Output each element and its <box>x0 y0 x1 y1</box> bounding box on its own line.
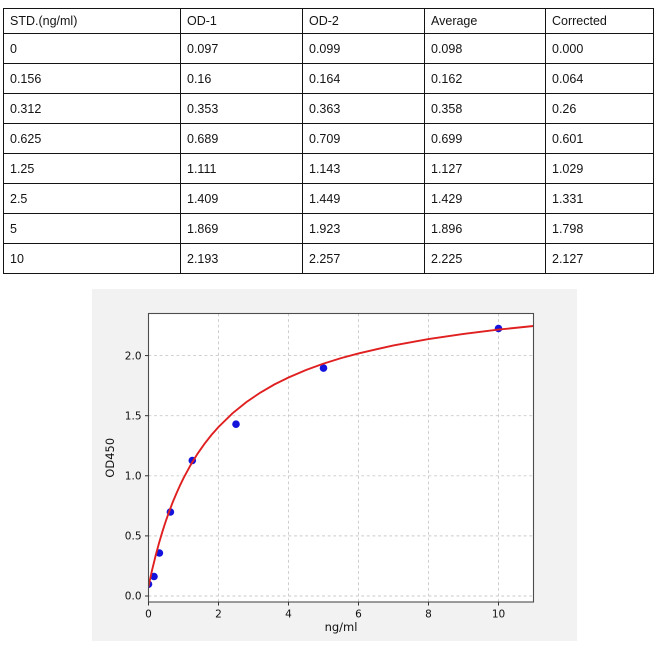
y-tick-label: 1.5 <box>125 410 142 422</box>
col-header-od1: OD-1 <box>180 8 303 34</box>
y-tick-label: 0.0 <box>125 591 142 603</box>
table-row: 2.5 1.409 1.449 1.429 1.331 <box>3 183 654 214</box>
table-cell: 0.625 <box>3 123 181 154</box>
table-cell: 1.25 <box>3 153 181 184</box>
y-tick-label: 2.0 <box>125 350 142 362</box>
y-axis-label: OD450 <box>103 438 117 478</box>
table-cell: 5 <box>3 213 181 244</box>
table-cell: 0.699 <box>424 123 546 154</box>
table-cell: 1.798 <box>545 213 654 244</box>
col-header-average: Average <box>424 8 546 34</box>
table-row: 0.625 0.689 0.709 0.699 0.601 <box>3 123 654 154</box>
table-cell: 1.923 <box>302 213 425 244</box>
standard-curve-chart: 0 2 4 6 8 10 0.0 0.5 1.0 1.5 2.0 ng/ml OD450 <box>103 312 535 634</box>
table-cell: 0.601 <box>545 123 654 154</box>
table-row: 1.25 1.111 1.143 1.127 1.029 <box>3 153 654 184</box>
table-cell: 0.353 <box>180 93 303 124</box>
table-row: 10 2.193 2.257 2.225 2.127 <box>3 243 654 274</box>
table-cell: 2.127 <box>545 243 654 274</box>
fit-curve-line <box>148 325 534 588</box>
y-tick-label: 0.5 <box>125 531 142 543</box>
x-tick-label: 10 <box>492 609 505 621</box>
table-cell: 0.16 <box>180 63 303 94</box>
table-cell: 2.225 <box>424 243 546 274</box>
table-cell: 1.869 <box>180 213 303 244</box>
table-cell: 0.000 <box>545 33 654 64</box>
x-tick-label: 4 <box>285 609 292 621</box>
table-cell: 1.429 <box>424 183 546 214</box>
table-cell: 1.029 <box>545 153 654 184</box>
table-cell: 0.358 <box>424 93 546 124</box>
table-cell: 1.449 <box>302 183 425 214</box>
table-cell: 1.331 <box>545 183 654 214</box>
table-row: 0.156 0.16 0.164 0.162 0.064 <box>3 63 654 94</box>
table-cell: 0.164 <box>302 63 425 94</box>
table-row: 0 0.097 0.099 0.098 0.000 <box>3 33 654 64</box>
table-cell: 0.709 <box>302 123 425 154</box>
table-cell: 1.111 <box>180 153 303 184</box>
table-cell: 0.312 <box>3 93 181 124</box>
table-cell: 1.409 <box>180 183 303 214</box>
table-cell: 0.26 <box>545 93 654 124</box>
table-cell: 0.156 <box>3 63 181 94</box>
table-cell: 10 <box>3 243 181 274</box>
table-cell: 1.127 <box>424 153 546 184</box>
plot-border <box>147 312 535 603</box>
data-point-marker <box>150 572 158 581</box>
data-point-marker <box>232 420 240 428</box>
plot-area <box>148 313 534 602</box>
table-cell: 0 <box>3 33 181 64</box>
table-cell: 2.193 <box>180 243 303 274</box>
table-cell: 0.097 <box>180 33 303 64</box>
table-header-row: STD.(ng/ml) OD-1 OD-2 Average Corrected <box>3 8 654 34</box>
table-row: 5 1.869 1.923 1.896 1.798 <box>3 213 654 244</box>
table-row: 0.312 0.353 0.363 0.358 0.26 <box>3 93 654 124</box>
x-tick-label: 2 <box>215 609 222 621</box>
standards-table: STD.(ng/ml) OD-1 OD-2 Average Corrected … <box>3 8 654 274</box>
table-cell: 2.257 <box>302 243 425 274</box>
table-cell: 2.5 <box>3 183 181 214</box>
table-cell: 0.099 <box>302 33 425 64</box>
y-tick-label: 1.0 <box>125 470 142 482</box>
table-cell: 0.162 <box>424 63 546 94</box>
standard-curve-figure: 0 2 4 6 8 10 0.0 0.5 1.0 1.5 2.0 ng/ml OD450 <box>92 289 577 641</box>
table-cell: 0.689 <box>180 123 303 154</box>
data-point-marker <box>319 364 328 372</box>
col-header-corrected: Corrected <box>545 8 654 34</box>
x-tick-label: 8 <box>425 609 432 621</box>
table-cell: 1.143 <box>302 153 425 184</box>
table-cell: 1.896 <box>424 213 546 244</box>
col-header-od2: OD-2 <box>302 8 425 34</box>
x-tick-label: 0 <box>145 609 152 621</box>
x-axis-label: ng/ml <box>325 620 358 634</box>
table-cell: 0.363 <box>302 93 425 124</box>
x-tick-label: 6 <box>355 609 362 621</box>
table-cell: 0.064 <box>545 63 654 94</box>
table-cell: 0.098 <box>424 33 546 64</box>
col-header-std: STD.(ng/ml) <box>3 8 181 34</box>
